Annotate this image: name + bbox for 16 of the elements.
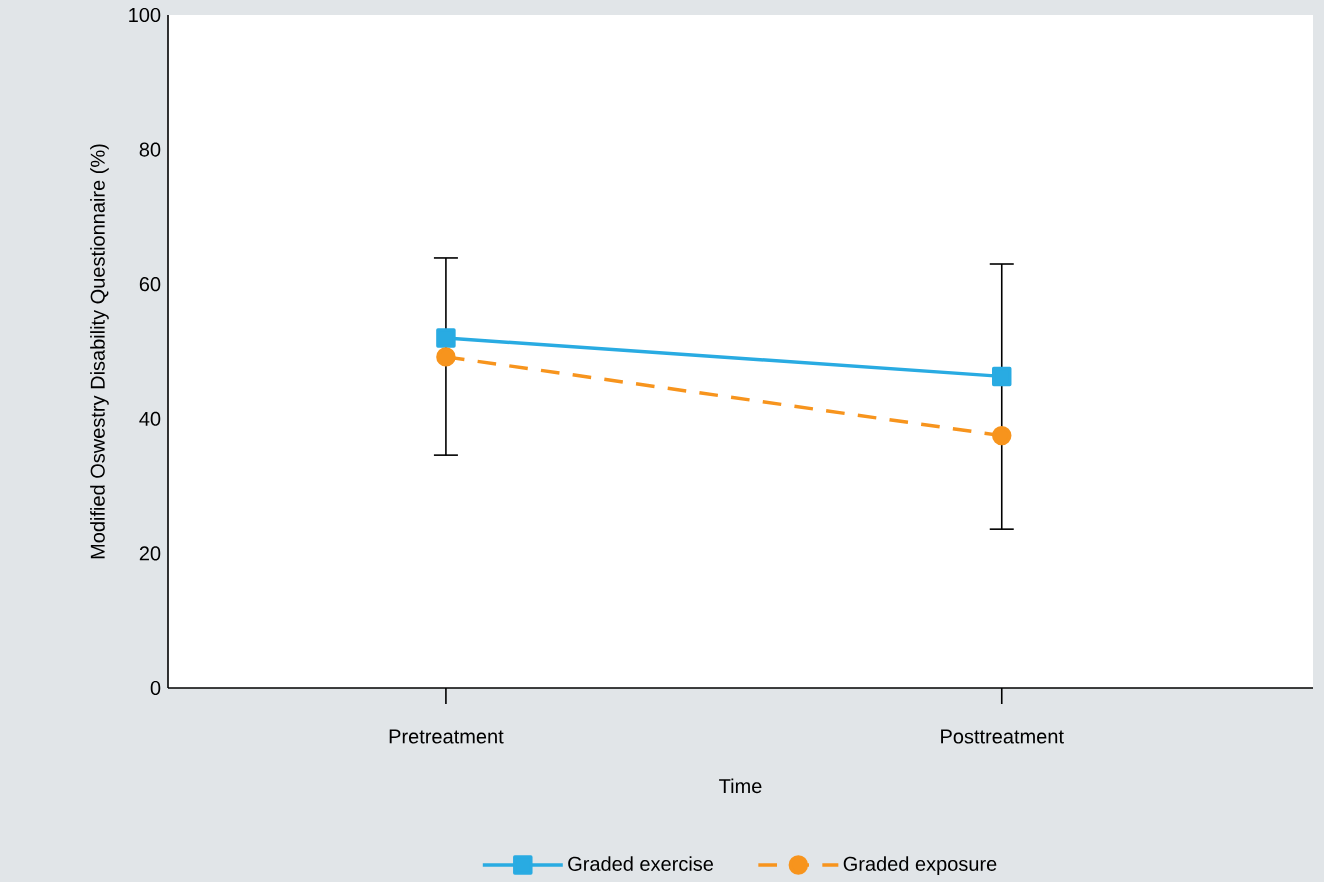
point xyxy=(436,347,456,367)
x-axis-title: Time xyxy=(719,778,762,794)
legend-label: Graded exercise xyxy=(568,856,713,871)
x-tick-label: Pretreatment xyxy=(389,729,504,744)
y-tick-label: 100 xyxy=(129,7,161,23)
y-axis-title: Modified Oswestry Disability Questionnaire (%) xyxy=(90,144,109,559)
point xyxy=(992,425,1012,446)
legend-label: Graded exposure xyxy=(843,856,997,875)
y-tick-label: 40 xyxy=(139,411,161,426)
y-tick-label: 80 xyxy=(139,142,161,157)
y-tick-label: 20 xyxy=(139,546,161,561)
y-tick-label: 60 xyxy=(139,277,161,292)
point xyxy=(992,366,1012,387)
y-tick-label: 0 xyxy=(150,680,161,696)
x-tick-label: Posttreatment xyxy=(941,729,1064,744)
point xyxy=(436,328,456,348)
